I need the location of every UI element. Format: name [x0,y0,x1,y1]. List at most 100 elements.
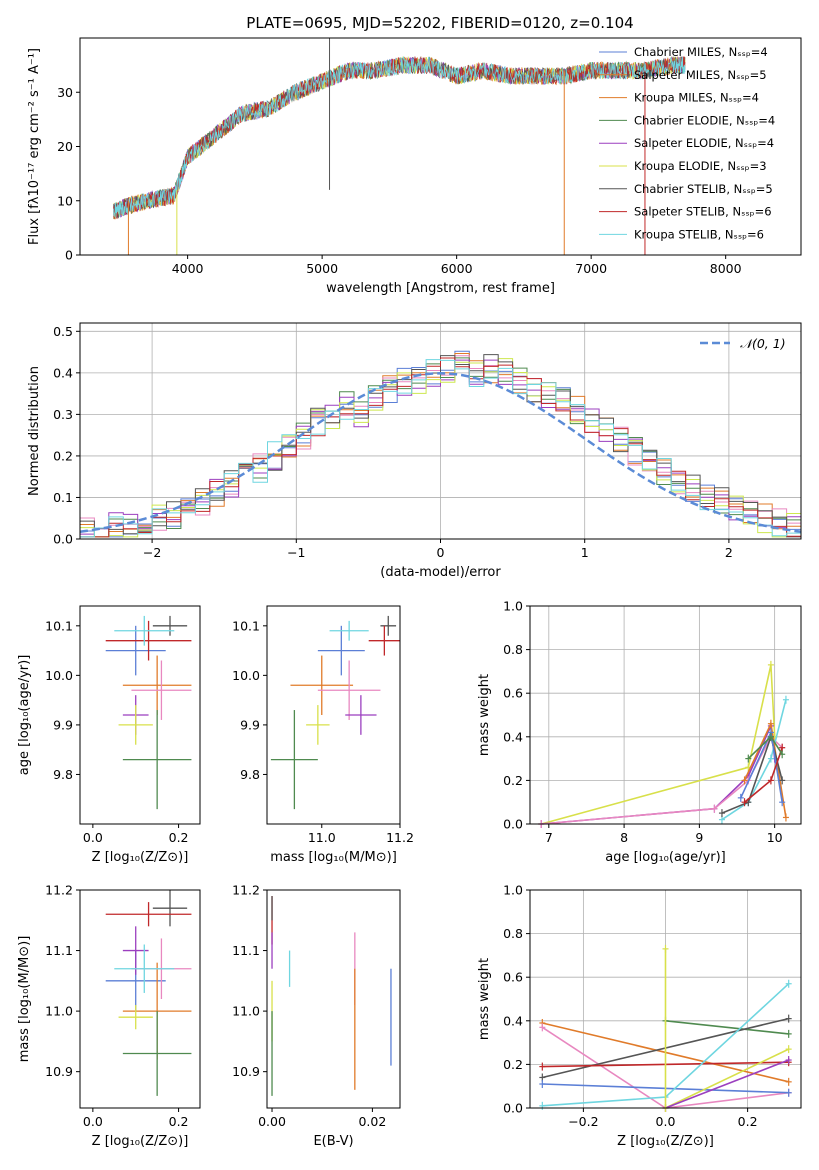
x-tick-label: 10 [767,830,783,845]
x-tick-label: 0.2 [169,1114,189,1129]
spectrum-line-chabrier_stelib [113,56,686,219]
x-tick-label: 11.0 [308,830,336,845]
legend-label: 𝒩(0, 1) [740,336,786,351]
x-tick-label: 0.0 [83,1114,103,1129]
plot-frame [266,605,401,825]
y-tick-label: 0.0 [503,817,523,832]
y-tick-label: 0.4 [53,365,73,380]
y-tick-label: 10.1 [232,618,260,633]
x-axis-label: wavelength [Angstrom, rest frame] [326,281,555,296]
x-axis-label: Z [log₁₀(Z/Z⊙)] [617,1134,714,1149]
plot-frame [266,889,401,1109]
legend-label: Kroupa ELODIE, Nₛₛₚ=3 [634,159,767,173]
y-tick-label: 20 [57,139,73,154]
y-tick-label: 11.0 [232,1004,260,1019]
spectrum-line-kroupa_miles [113,56,686,219]
y-tick-label: 10.9 [232,1064,260,1079]
figure-title: PLATE=0695, MJD=52202, FIBERID=0120, z=0… [246,14,633,32]
y-axis-label: age [log₁₀(age/yr)] [17,655,32,776]
y-tick-label: 9.9 [53,717,73,732]
plot-frame [529,889,802,1109]
y-tick-label: 11.1 [232,943,260,958]
y-tick-label: 1.0 [503,883,523,898]
weight-line [541,664,776,824]
x-tick-label: 1 [581,545,589,560]
x-axis-label: E(B-V) [313,1134,353,1149]
x-tick-label: 8 [620,830,628,845]
plot-frame [529,605,802,825]
weight-line [541,722,776,824]
spectrum-line-chabrier_elodie [113,56,686,219]
legend-label: Salpeter STELIB, Nₛₛₚ=6 [634,205,772,219]
x-tick-label: 4000 [172,261,204,276]
spectrum-line-kroupa_stelib [113,56,686,219]
y-tick-label: 10.1 [45,618,73,633]
y-tick-label: 11.2 [45,883,73,898]
x-tick-label: −0.2 [568,1114,598,1129]
y-tick-label: 9.8 [240,767,260,782]
y-axis-label: mass weight [477,674,492,756]
y-tick-label: 0.1 [53,490,73,505]
plot-frame [79,37,802,256]
histogram-lime [80,358,801,538]
gaussian-curve [79,372,802,533]
x-tick-label: −1 [287,545,305,560]
x-tick-label: −2 [143,545,161,560]
plot-frame [79,605,201,825]
x-tick-label: 0.2 [738,1114,758,1129]
histogram-salpeter_elodie [80,359,801,535]
x-tick-label: 8000 [710,261,742,276]
y-tick-label: 11.2 [232,883,260,898]
x-tick-label: 11.2 [386,830,414,845]
x-axis-label: Z [log₁₀(Z/Z⊙)] [92,850,189,865]
y-tick-label: 0.4 [503,729,523,744]
y-tick-label: 30 [57,85,73,100]
x-axis-label: mass [log₁₀(M/M⊙)] [270,850,397,865]
spectrum-line-salpeter_stelib [113,56,686,220]
weight-line [665,1048,790,1108]
x-tick-label: 0.00 [258,1114,286,1129]
y-tick-label: 0.2 [503,773,523,788]
x-tick-label: 0 [437,545,445,560]
y-tick-label: 1.0 [503,599,523,614]
x-tick-label: 6000 [441,261,473,276]
x-tick-label: 0.0 [83,830,103,845]
weight-line [541,1026,789,1108]
plot-frame [79,889,201,1109]
x-tick-label: 7000 [575,261,607,276]
y-tick-label: 0.2 [53,448,73,463]
y-tick-label: 0.8 [503,642,523,657]
y-axis-label: mass weight [477,958,492,1040]
histogram-kroupa_stelib [80,359,801,538]
x-axis-label: age [log₁₀(age/yr)] [605,850,726,865]
y-tick-label: 9.9 [240,717,260,732]
weight-line [665,1059,789,1108]
x-tick-label: 2 [725,545,733,560]
y-tick-label: 0.6 [503,686,523,701]
legend-label: Salpeter MILES, Nₛₛₚ=5 [634,68,767,82]
spectrum-line-salpeter_elodie [113,56,686,219]
weight-line [665,1020,789,1035]
x-tick-label: 5000 [306,261,338,276]
spectrum-line-salpeter_miles [113,56,686,220]
spectrum-line-chabrier_miles [113,56,686,219]
y-tick-label: 10.0 [45,668,73,683]
y-tick-label: 9.8 [53,767,73,782]
x-tick-label: 0.2 [169,830,189,845]
legend-label: Salpeter ELODIE, Nₛₛₚ=4 [634,136,774,150]
y-axis-label: Flux [fλ10⁻¹⁷ erg cm⁻² s⁻¹ A⁻¹] [27,48,42,245]
x-tick-label: 0.02 [358,1114,386,1129]
y-tick-label: 0 [65,248,73,263]
y-tick-label: 0.5 [53,324,73,339]
y-tick-label: 0.2 [503,1057,523,1072]
weight-line [721,699,787,821]
legend-label: Chabrier ELODIE, Nₛₛₚ=4 [634,113,775,127]
legend-label: Chabrier STELIB, Nₛₛₚ=5 [634,182,773,196]
x-tick-label: 9 [695,830,703,845]
y-tick-label: 0.8 [503,926,523,941]
legend-label: Chabrier MILES, Nₛₛₚ=4 [634,45,768,59]
y-tick-label: 0.3 [53,407,73,422]
y-tick-label: 10.9 [45,1064,73,1079]
